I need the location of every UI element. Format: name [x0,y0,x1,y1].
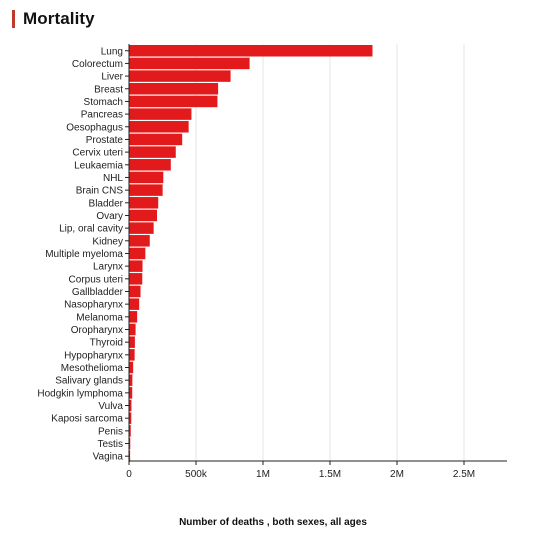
category-label: Larynx [93,262,123,273]
category-label: Pancreas [81,110,123,121]
category-label: Hodgkin lymphoma [37,388,123,399]
category-label: Bladder [89,198,124,209]
x-tick-label: 1M [256,469,270,480]
bar [129,349,135,361]
category-label: Salivary glands [55,376,123,387]
bar [129,95,218,108]
title-accent-bar [12,10,15,28]
bar [129,260,143,272]
category-label: Lip, oral cavity [59,224,123,235]
gridlines [195,44,465,461]
bar [129,336,135,348]
chart-title: Mortality [23,9,95,28]
category-label: Oropharynx [71,325,123,336]
category-label: Breast [94,84,123,95]
bar [129,285,141,298]
bar [129,209,158,222]
bar [129,133,183,146]
category-label: Brain CNS [76,186,124,197]
category-label: Ovary [96,211,123,222]
bar [129,197,159,209]
category-label: Multiple myeloma [45,249,123,260]
category-label: Leukaemia [74,160,123,171]
chart-header: Mortality [12,9,95,29]
category-label: Melanoma [76,312,123,323]
bar [129,108,192,120]
category-label: Prostate [86,135,124,146]
bar [129,323,136,336]
bar [129,70,231,82]
bar [129,437,131,450]
category-label: Penis [98,426,123,437]
category-label: Hypopharynx [64,350,123,361]
category-label: Mesothelioma [61,363,124,374]
category-label: Colorectum [72,59,123,70]
category-label: Testis [97,439,123,450]
bar [129,399,132,412]
bar [129,425,131,437]
bar [129,412,132,424]
x-tick-label: 2.5M [453,469,475,480]
category-label: Corpus uteri [69,274,123,285]
category-label: Liver [101,72,123,83]
bar [129,450,131,462]
bar [129,159,171,171]
category-label: Gallbladder [72,287,124,298]
category-label: Lung [101,46,123,57]
category-label: Oesophagus [66,122,123,133]
category-label: Thyroid [90,338,123,349]
bar [129,387,133,399]
category-label: Cervix uteri [72,148,123,159]
bar [129,222,154,234]
category-label: Nasopharynx [64,300,123,311]
bar [129,298,140,310]
bars [129,45,373,462]
bar [129,121,189,133]
bar [129,171,164,184]
bar [129,311,138,323]
x-tick-label: 0 [126,469,132,480]
bar [129,273,143,285]
x-tick-label: 2M [390,469,404,480]
bar [129,83,219,95]
category-label: Stomach [84,97,123,108]
bar [129,57,250,70]
bar [129,374,133,386]
bar [129,235,150,247]
category-label: Vagina [93,452,124,463]
category-label: Kaposi sarcoma [51,414,123,425]
x-tick-label: 500k [185,469,208,480]
bar [129,184,163,196]
x-axis: 0 500k 1M 1.5M 2M 2.5M [126,44,507,480]
x-axis-label: Number of deaths , both sexes, all ages [179,517,367,528]
x-tick-label: 1.5M [319,469,341,480]
category-label: NHL [103,173,123,184]
bar [129,361,134,374]
category-label: Kidney [92,236,123,247]
bar [129,247,146,260]
bar [129,146,176,158]
category-label: Vulva [98,401,123,412]
bar [129,45,373,57]
